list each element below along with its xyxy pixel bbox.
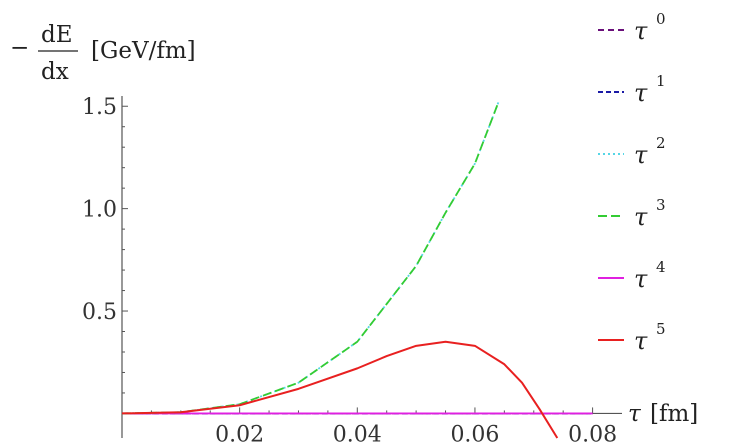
legend-label-superscript: 2 [656,134,666,152]
x-label-unit: [fm] [650,401,698,427]
legend-label-base: τ [634,265,648,293]
series-line-tau-2 [122,101,500,415]
y-label-denominator: dx [41,59,69,85]
axes: 0.02 0.04 0.06 0.08 0.5 1.0 1.5 [82,95,622,446]
legend-label-superscript: 5 [656,320,666,338]
x-tick-label: 0.06 [450,422,499,446]
legend-label-superscript: 4 [656,258,666,276]
x-tick-label: 0.02 [215,422,264,446]
y-tick-label: 1.5 [82,95,117,120]
legend-label-base: τ [634,17,648,45]
series-line-tau-5 [122,340,559,439]
legend-label-base: τ [634,141,648,169]
y-tick-label: 0.5 [82,300,117,325]
legend-label-base: τ [634,79,648,107]
x-label-symbol: τ [628,401,642,427]
y-label-sign: − [10,35,29,61]
x-tick-label: 0.04 [333,422,382,446]
x-tick-label: 0.08 [568,422,617,446]
y-label-unit: [GeV/fm] [91,38,196,64]
legend-label-superscript: 3 [656,196,666,214]
legend-label-base: τ [634,327,648,355]
legend-label-superscript: 1 [656,72,666,90]
series-layer [122,101,593,439]
y-label-numerator: dE [41,22,73,48]
legend-label-base: τ [634,203,648,231]
x-axis-label: τ [fm] [628,401,698,427]
y-axis-label: − dE dx [GeV/fm] [10,22,196,85]
series-line-tau-3 [122,101,500,415]
legend: τ 0τ 1τ 2τ 3τ 4τ 5 [598,10,666,355]
legend-label-superscript: 0 [656,10,666,28]
y-tick-label: 1.0 [82,198,117,223]
